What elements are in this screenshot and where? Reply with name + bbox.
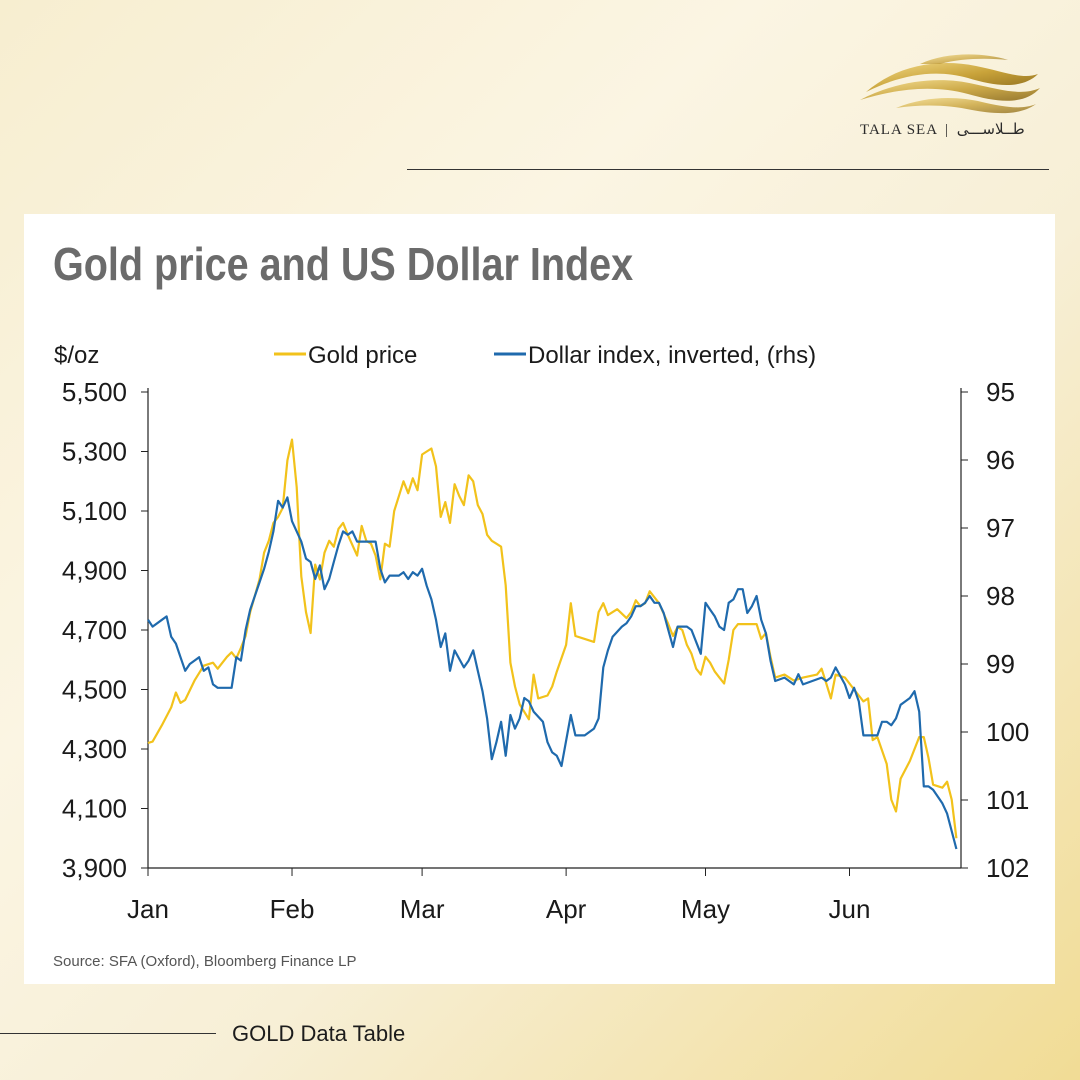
- x-tick-label: Jan: [127, 894, 169, 924]
- left-tick-label: 5,100: [62, 496, 127, 526]
- left-tick-label: 5,300: [62, 437, 127, 467]
- y-axis-unit-label: $/oz: [54, 342, 99, 369]
- x-axis-ticks: Jan Feb Mar Apr May Jun: [127, 868, 870, 924]
- series-line-dollar-index-inverted-rhs: [147, 496, 958, 850]
- x-tick-label: Mar: [400, 894, 445, 924]
- brand-name-ar: طــلاســـی: [956, 120, 1025, 138]
- chart-svg: Gold price and US Dollar Index $/oz Gold…: [53, 239, 1029, 970]
- brand-divider: |: [944, 122, 949, 138]
- chart-title: Gold price and US Dollar Index: [53, 239, 633, 290]
- left-tick-label: 3,900: [62, 853, 127, 883]
- left-tick-label: 4,500: [62, 675, 127, 705]
- left-tick-label: 5,500: [62, 377, 127, 407]
- x-tick-label: Apr: [546, 894, 587, 924]
- left-tick-label: 4,300: [62, 734, 127, 764]
- brand-name: TALA SEA | طــلاســـی: [860, 120, 1025, 139]
- legend-label-dollar: Dollar index, inverted, (rhs): [528, 342, 816, 369]
- right-tick-label: 99: [986, 649, 1015, 679]
- legend: Gold price Dollar index, inverted, (rhs): [274, 342, 816, 369]
- left-tick-label: 4,900: [62, 556, 127, 586]
- legend-label-gold: Gold price: [308, 342, 417, 369]
- footer-divider: [0, 1033, 216, 1034]
- x-tick-label: Jun: [829, 894, 871, 924]
- right-tick-label: 98: [986, 581, 1015, 611]
- right-tick-label: 102: [986, 853, 1029, 883]
- chart-card: Gold price and US Dollar Index $/oz Gold…: [24, 214, 1055, 984]
- header-divider: [407, 169, 1049, 170]
- right-tick-label: 101: [986, 785, 1029, 815]
- x-tick-label: Feb: [270, 894, 315, 924]
- brand-logo: TALA SEA | طــلاســـی: [856, 52, 1042, 144]
- right-tick-label: 96: [986, 445, 1015, 475]
- right-tick-label: 95: [986, 377, 1015, 407]
- right-tick-label: 97: [986, 513, 1015, 543]
- right-axis-ticks: 95 96 97 98 99 100 101 102: [961, 377, 1029, 883]
- wave-emblem-icon: [860, 54, 1040, 114]
- series-lines: [147, 438, 958, 850]
- axes: [147, 388, 962, 869]
- left-tick-label: 4,700: [62, 615, 127, 645]
- footer-label: GOLD Data Table: [232, 1021, 406, 1046]
- source-note: Source: SFA (Oxford), Bloomberg Finance …: [53, 953, 356, 970]
- left-axis-ticks: 5,500 5,300 5,100 4,900 4,700 4,500 4,300 4,100…: [62, 377, 148, 883]
- left-tick-label: 4,100: [62, 794, 127, 824]
- series-line-gold-price: [147, 438, 958, 839]
- brand-name-en: TALA SEA: [860, 122, 938, 138]
- x-tick-label: May: [681, 894, 730, 924]
- right-tick-label: 100: [986, 717, 1029, 747]
